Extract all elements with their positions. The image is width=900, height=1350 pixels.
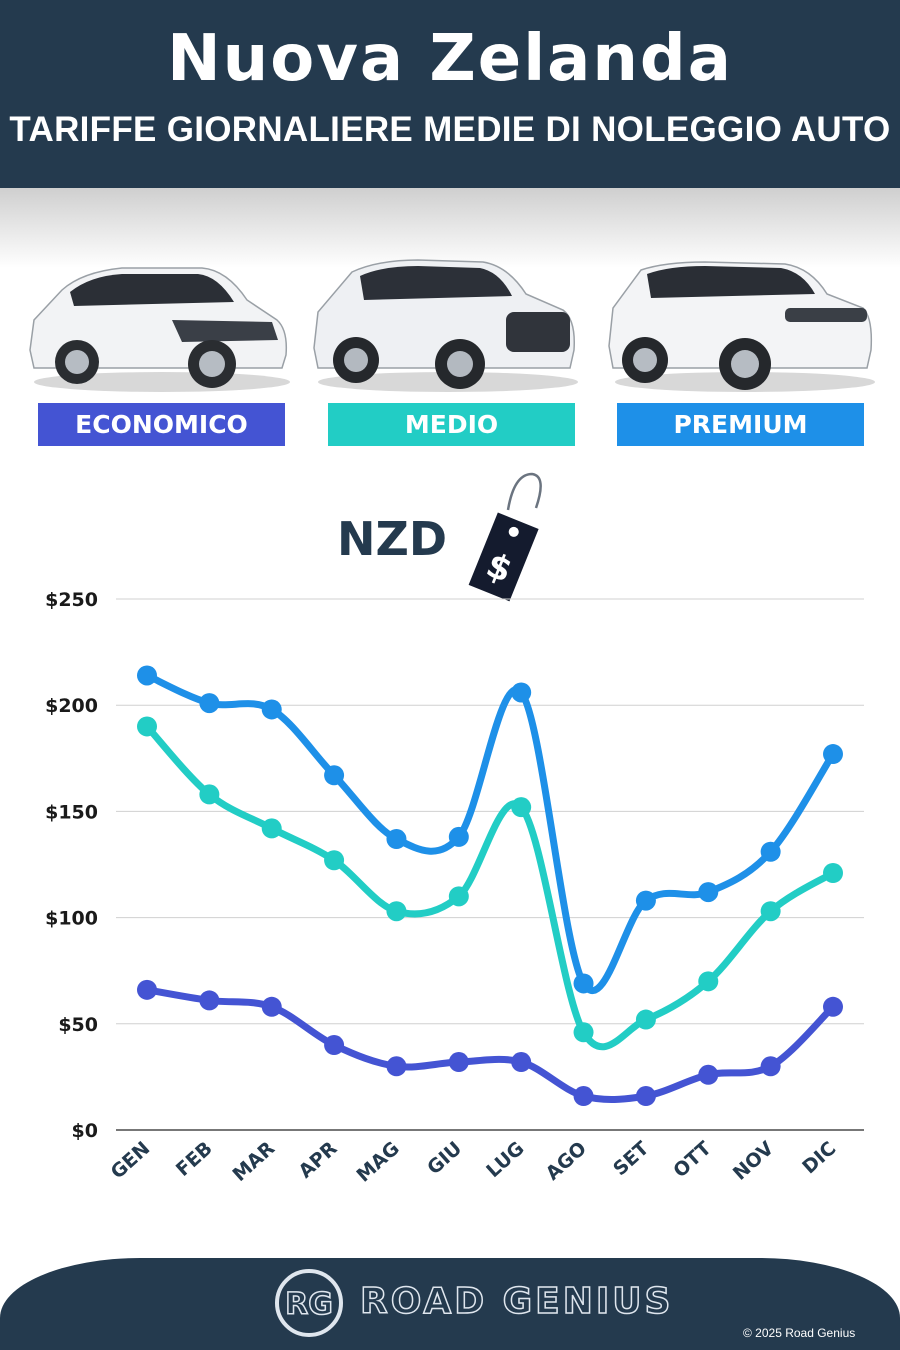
brand-name: ROAD GENIUS — [359, 1280, 674, 1323]
data-point — [199, 693, 220, 714]
data-point — [511, 1052, 532, 1073]
x-tick-label: NOV — [729, 1137, 778, 1184]
y-tick-label: $150 — [45, 801, 98, 823]
y-axis-ticks: $0 $50 $100 $150 $200 $250 — [45, 589, 98, 1142]
data-point — [511, 682, 532, 703]
data-point — [386, 1056, 407, 1077]
x-tick-label: AGO — [542, 1137, 591, 1184]
data-point — [635, 890, 656, 911]
data-point — [261, 818, 282, 839]
data-point — [448, 886, 469, 907]
x-tick-label: OTT — [669, 1137, 715, 1182]
data-point — [760, 1056, 781, 1077]
chart-series — [137, 665, 843, 1107]
premium-car-image — [608, 261, 875, 392]
series-line — [143, 722, 837, 1051]
data-point — [823, 862, 843, 883]
page-subtitle: TARIFFE GIORNALIERE MEDIE DI NOLEGGIO AU… — [9, 110, 891, 149]
data-point — [698, 1064, 719, 1085]
category-label-premium: PREMIUM — [617, 403, 864, 446]
x-tick-label: MAR — [228, 1137, 279, 1186]
data-point — [199, 990, 220, 1011]
y-tick-label: $100 — [45, 908, 98, 930]
copyright-text: © 2025 Road Genius — [743, 1326, 856, 1340]
y-tick-label: $50 — [58, 1014, 98, 1036]
x-tick-label: SET — [609, 1137, 653, 1180]
chart-grid — [116, 598, 864, 1131]
logo-text: RG — [285, 1287, 333, 1322]
road-genius-logo: RG — [275, 1269, 343, 1337]
footer — [0, 1258, 900, 1350]
data-point — [635, 1009, 656, 1030]
data-point — [573, 1022, 594, 1043]
data-point — [573, 973, 594, 994]
data-point — [137, 665, 157, 686]
data-point — [698, 971, 719, 992]
price-tag-icon: $ — [468, 472, 542, 602]
data-point — [635, 1086, 656, 1107]
data-point — [823, 996, 843, 1017]
data-point — [448, 1052, 469, 1073]
y-tick-label: $0 — [72, 1120, 98, 1142]
data-point — [573, 1086, 594, 1107]
data-point — [261, 996, 282, 1017]
data-point — [386, 901, 407, 922]
x-tick-label: FEB — [172, 1137, 217, 1180]
x-tick-label: LUG — [482, 1137, 528, 1182]
data-point — [448, 826, 469, 847]
data-point — [823, 744, 843, 765]
data-point — [324, 765, 345, 786]
data-point — [511, 797, 532, 818]
data-point — [760, 841, 781, 862]
y-tick-label: $200 — [45, 695, 98, 717]
data-point — [698, 882, 719, 903]
data-point — [137, 979, 157, 1000]
data-point — [261, 699, 282, 720]
data-point — [137, 716, 157, 737]
x-tick-label: GEN — [107, 1137, 155, 1183]
header: Nuova Zelanda TARIFFE GIORNALIERE MEDIE … — [0, 0, 900, 188]
category-label-medio: MEDIO — [328, 403, 575, 446]
data-point — [199, 784, 220, 805]
medium-car-image — [313, 259, 578, 392]
data-point — [324, 850, 345, 871]
data-point — [760, 901, 781, 922]
header-shadow — [0, 188, 900, 268]
x-tick-label: GIU — [423, 1137, 466, 1179]
x-tick-label: DIC — [798, 1137, 840, 1178]
data-point — [386, 829, 407, 850]
category-label-economico: ECONOMICO — [38, 403, 285, 446]
x-tick-label: APR — [295, 1137, 342, 1183]
y-tick-label: $250 — [45, 589, 98, 611]
series-line — [143, 986, 837, 1103]
page-title: Nuova Zelanda — [167, 22, 733, 96]
x-axis-ticks: GEN FEB MAR APR MAG GIU LUG AGO SET OTT NOV DIC — [107, 1137, 841, 1187]
x-tick-label: MAG — [353, 1137, 404, 1186]
currency-label: NZD — [337, 512, 448, 566]
line-chart: $0 $50 $100 $150 $200 $250 GEN FEB MAR APR MAG GIU… — [45, 589, 864, 1187]
economy-car-image — [29, 267, 290, 392]
data-point — [324, 1035, 345, 1056]
